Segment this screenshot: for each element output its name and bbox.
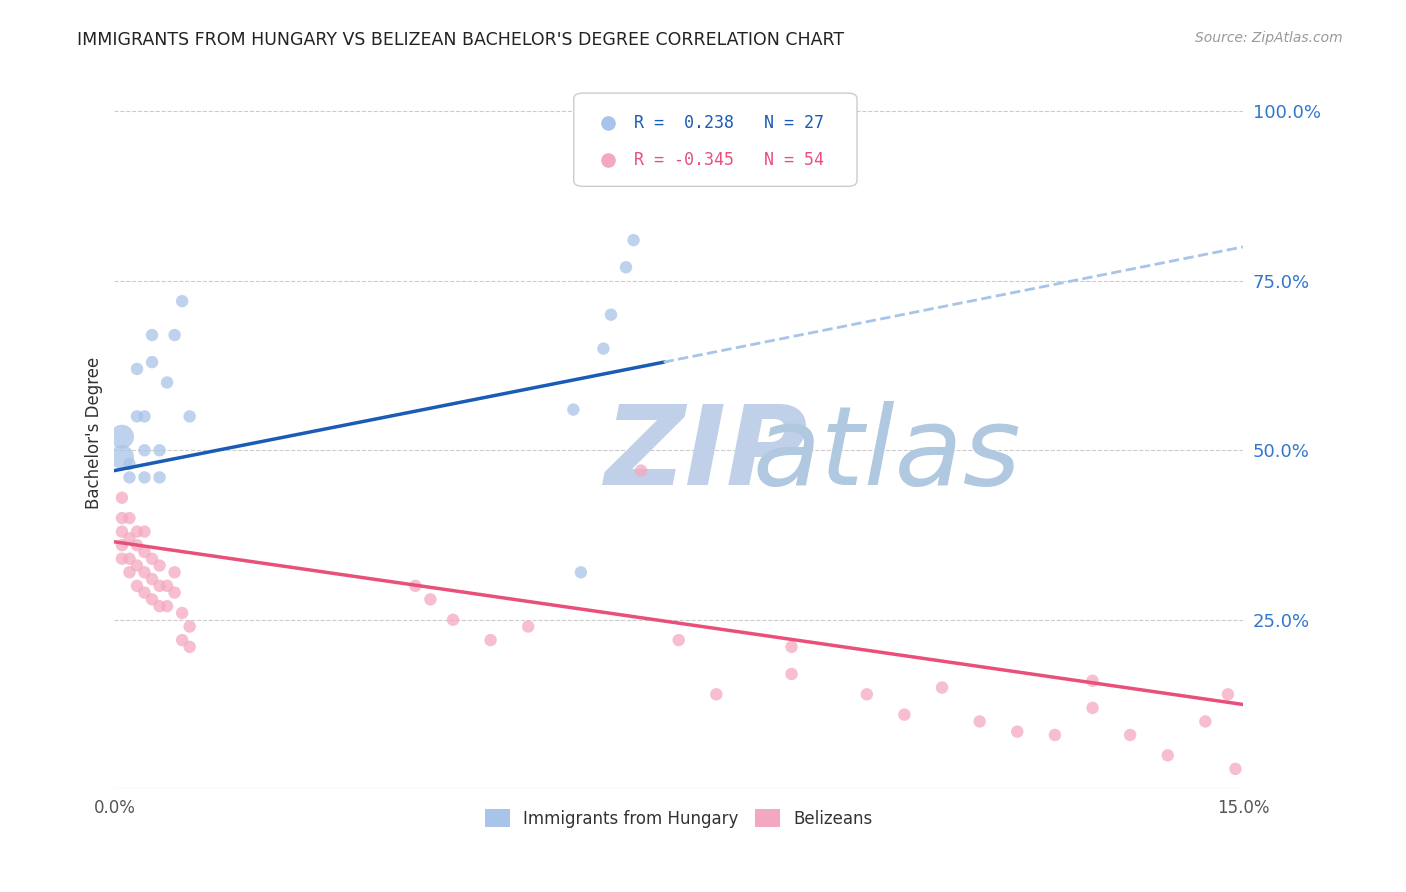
Point [141, 355, 163, 369]
Text: R = -0.345   N = 54: R = -0.345 N = 54 [634, 151, 824, 169]
Point [479, 633, 502, 648]
Point [141, 551, 163, 566]
Point [111, 491, 134, 505]
Point [569, 566, 592, 580]
Point [163, 566, 186, 580]
Point [652, 152, 675, 166]
Point [855, 687, 877, 701]
Point [134, 566, 156, 580]
Point [1157, 748, 1180, 763]
Y-axis label: Bachelor's Degree: Bachelor's Degree [86, 357, 103, 509]
Point [600, 308, 623, 322]
Point [172, 606, 194, 620]
Point [134, 585, 156, 599]
Text: IMMIGRANTS FROM HUNGARY VS BELIZEAN BACHELOR'S DEGREE CORRELATION CHART: IMMIGRANTS FROM HUNGARY VS BELIZEAN BACH… [77, 31, 845, 49]
Point [111, 551, 134, 566]
Point [125, 558, 148, 573]
Point [148, 558, 170, 573]
Point [931, 681, 953, 695]
Point [134, 409, 156, 424]
Point [1007, 724, 1029, 739]
Legend: Immigrants from Hungary, Belizeans: Immigrants from Hungary, Belizeans [478, 803, 879, 834]
Point [111, 524, 134, 539]
Point [179, 409, 201, 424]
Point [118, 551, 141, 566]
Point [148, 599, 170, 614]
Text: atlas: atlas [752, 401, 1021, 508]
Point [156, 579, 179, 593]
Point [969, 714, 991, 729]
Point [134, 524, 156, 539]
Point [134, 470, 156, 484]
Point [125, 579, 148, 593]
Point [893, 707, 915, 722]
Point [111, 450, 134, 464]
Point [118, 470, 141, 484]
Point [118, 511, 141, 525]
Point [441, 613, 464, 627]
Point [179, 640, 201, 654]
Point [780, 640, 803, 654]
Point [419, 592, 441, 607]
Point [118, 566, 141, 580]
Point [517, 619, 540, 633]
Point [111, 538, 134, 552]
Point [156, 599, 179, 614]
Point [614, 260, 637, 275]
Point [111, 511, 134, 525]
Point [125, 409, 148, 424]
Point [592, 342, 614, 356]
Point [163, 328, 186, 343]
Point [141, 592, 163, 607]
Point [1194, 714, 1216, 729]
Point [1225, 762, 1247, 776]
Point [118, 532, 141, 546]
Text: ZIP: ZIP [606, 401, 808, 508]
Point [1081, 673, 1104, 688]
Point [134, 443, 156, 458]
Point [630, 159, 652, 173]
Point [623, 233, 645, 247]
Point [645, 152, 668, 166]
Text: R =  0.238   N = 27: R = 0.238 N = 27 [634, 114, 824, 132]
Point [179, 619, 201, 633]
FancyBboxPatch shape [574, 93, 858, 186]
Point [125, 524, 148, 539]
Point [118, 457, 141, 471]
Point [404, 579, 426, 593]
Point [156, 376, 179, 390]
Point [125, 362, 148, 376]
Point [1216, 687, 1239, 701]
Point [141, 328, 163, 343]
Point [148, 443, 170, 458]
Point [1081, 701, 1104, 715]
Point [172, 294, 194, 309]
Point [172, 633, 194, 648]
Point [630, 464, 652, 478]
Point [562, 402, 585, 417]
Point [1119, 728, 1142, 742]
Point [668, 633, 690, 648]
Point [141, 572, 163, 586]
Point [163, 585, 186, 599]
Point [780, 667, 803, 681]
Text: Source: ZipAtlas.com: Source: ZipAtlas.com [1195, 31, 1343, 45]
Point [134, 545, 156, 559]
Point [630, 152, 652, 166]
Point [148, 579, 170, 593]
Point [704, 687, 727, 701]
Point [148, 470, 170, 484]
Point [1043, 728, 1066, 742]
Point [125, 538, 148, 552]
Point [111, 430, 134, 444]
